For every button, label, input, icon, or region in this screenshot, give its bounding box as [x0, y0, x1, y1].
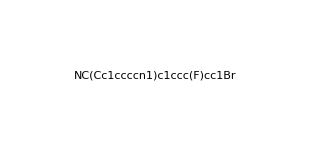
Text: NC(Cc1ccccn1)c1ccc(F)cc1Br: NC(Cc1ccccn1)c1ccc(F)cc1Br — [74, 70, 237, 80]
